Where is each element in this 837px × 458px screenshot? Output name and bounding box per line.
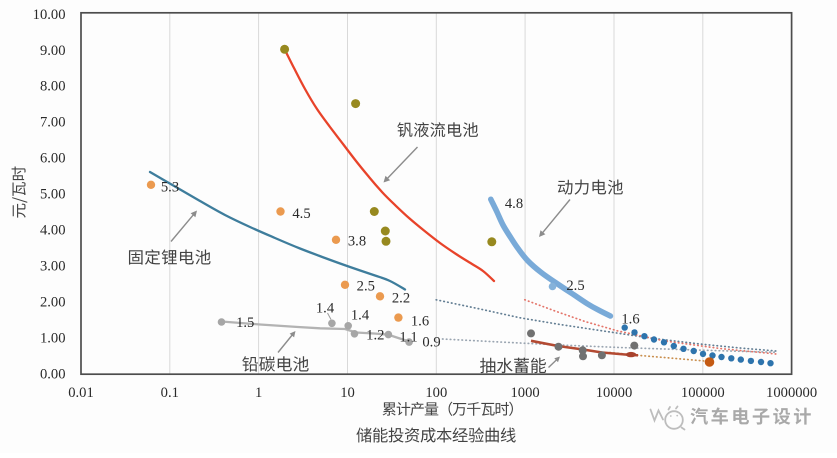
svg-text:2.5: 2.5 — [357, 279, 375, 295]
svg-text:1.4: 1.4 — [351, 308, 370, 324]
svg-text:0.00: 0.00 — [40, 366, 66, 382]
svg-text:3.00: 3.00 — [40, 259, 66, 275]
svg-text:2.2: 2.2 — [392, 290, 410, 306]
svg-text:100: 100 — [425, 385, 447, 401]
svg-text:10000: 10000 — [596, 385, 632, 401]
svg-text:1.2: 1.2 — [366, 328, 384, 344]
svg-text:0.1: 0.1 — [161, 385, 179, 401]
svg-text:1.1: 1.1 — [399, 330, 417, 346]
svg-text:1: 1 — [255, 385, 262, 401]
svg-text:1.6: 1.6 — [411, 313, 429, 329]
svg-text:0.01: 0.01 — [68, 385, 94, 401]
svg-text:1.4: 1.4 — [316, 301, 335, 317]
svg-text:10: 10 — [340, 385, 355, 401]
svg-text:8.00: 8.00 — [40, 79, 66, 95]
svg-text:7.00: 7.00 — [40, 115, 66, 131]
svg-text:1000: 1000 — [511, 385, 540, 401]
svg-text:0.9: 0.9 — [422, 335, 440, 351]
svg-text:6.00: 6.00 — [40, 151, 66, 167]
svg-text:5.3: 5.3 — [161, 179, 179, 195]
svg-text:3.8: 3.8 — [348, 234, 366, 250]
svg-text:10.00: 10.00 — [33, 7, 66, 23]
svg-text:4.5: 4.5 — [292, 206, 310, 222]
svg-text:1.6: 1.6 — [621, 312, 639, 328]
svg-text:1.00: 1.00 — [40, 330, 66, 346]
svg-text:1000000: 1000000 — [766, 385, 817, 401]
svg-text:4.8: 4.8 — [505, 196, 523, 212]
svg-text:1.5: 1.5 — [236, 315, 254, 331]
svg-text:2.00: 2.00 — [40, 295, 66, 311]
svg-text:2.5: 2.5 — [566, 278, 584, 294]
svg-text:5.00: 5.00 — [40, 187, 66, 203]
svg-text:9.00: 9.00 — [40, 43, 66, 59]
svg-text:4.00: 4.00 — [40, 223, 66, 239]
svg-text:100000: 100000 — [681, 385, 725, 401]
